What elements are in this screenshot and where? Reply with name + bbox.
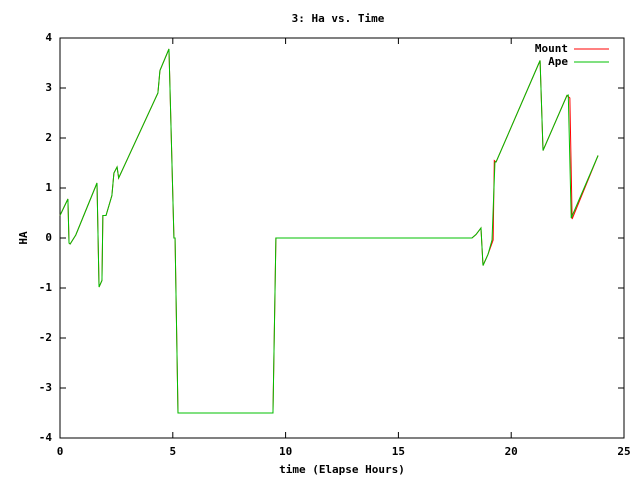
y-tick-label: -4 (39, 431, 53, 444)
legend-label: Mount (535, 42, 568, 55)
y-tick-label: -1 (39, 281, 53, 294)
x-tick-label: 20 (505, 445, 518, 458)
plot-frame (59, 37, 625, 439)
y-tick-label: -3 (39, 381, 52, 394)
x-axis-label: time (Elapse Hours) (279, 463, 405, 476)
x-tick-label: 25 (617, 445, 630, 458)
data-line (59, 48, 599, 414)
y-tick-label: 4 (45, 31, 52, 44)
y-tick-label: 0 (45, 231, 52, 244)
legend-label: Ape (548, 55, 568, 68)
y-tick-label: 3 (45, 81, 52, 94)
chart-title: 3: Ha vs. Time (292, 12, 385, 25)
x-tick-label: 10 (279, 445, 292, 458)
x-tick-label: 5 (169, 445, 176, 458)
x-tick-label: 15 (392, 445, 405, 458)
y-axis-label: HA (17, 231, 30, 245)
y-tick-label: 1 (45, 181, 52, 194)
y-tick-label: -2 (39, 331, 52, 344)
y-tick-label: 2 (45, 131, 52, 144)
x-tick-label: 0 (57, 445, 64, 458)
